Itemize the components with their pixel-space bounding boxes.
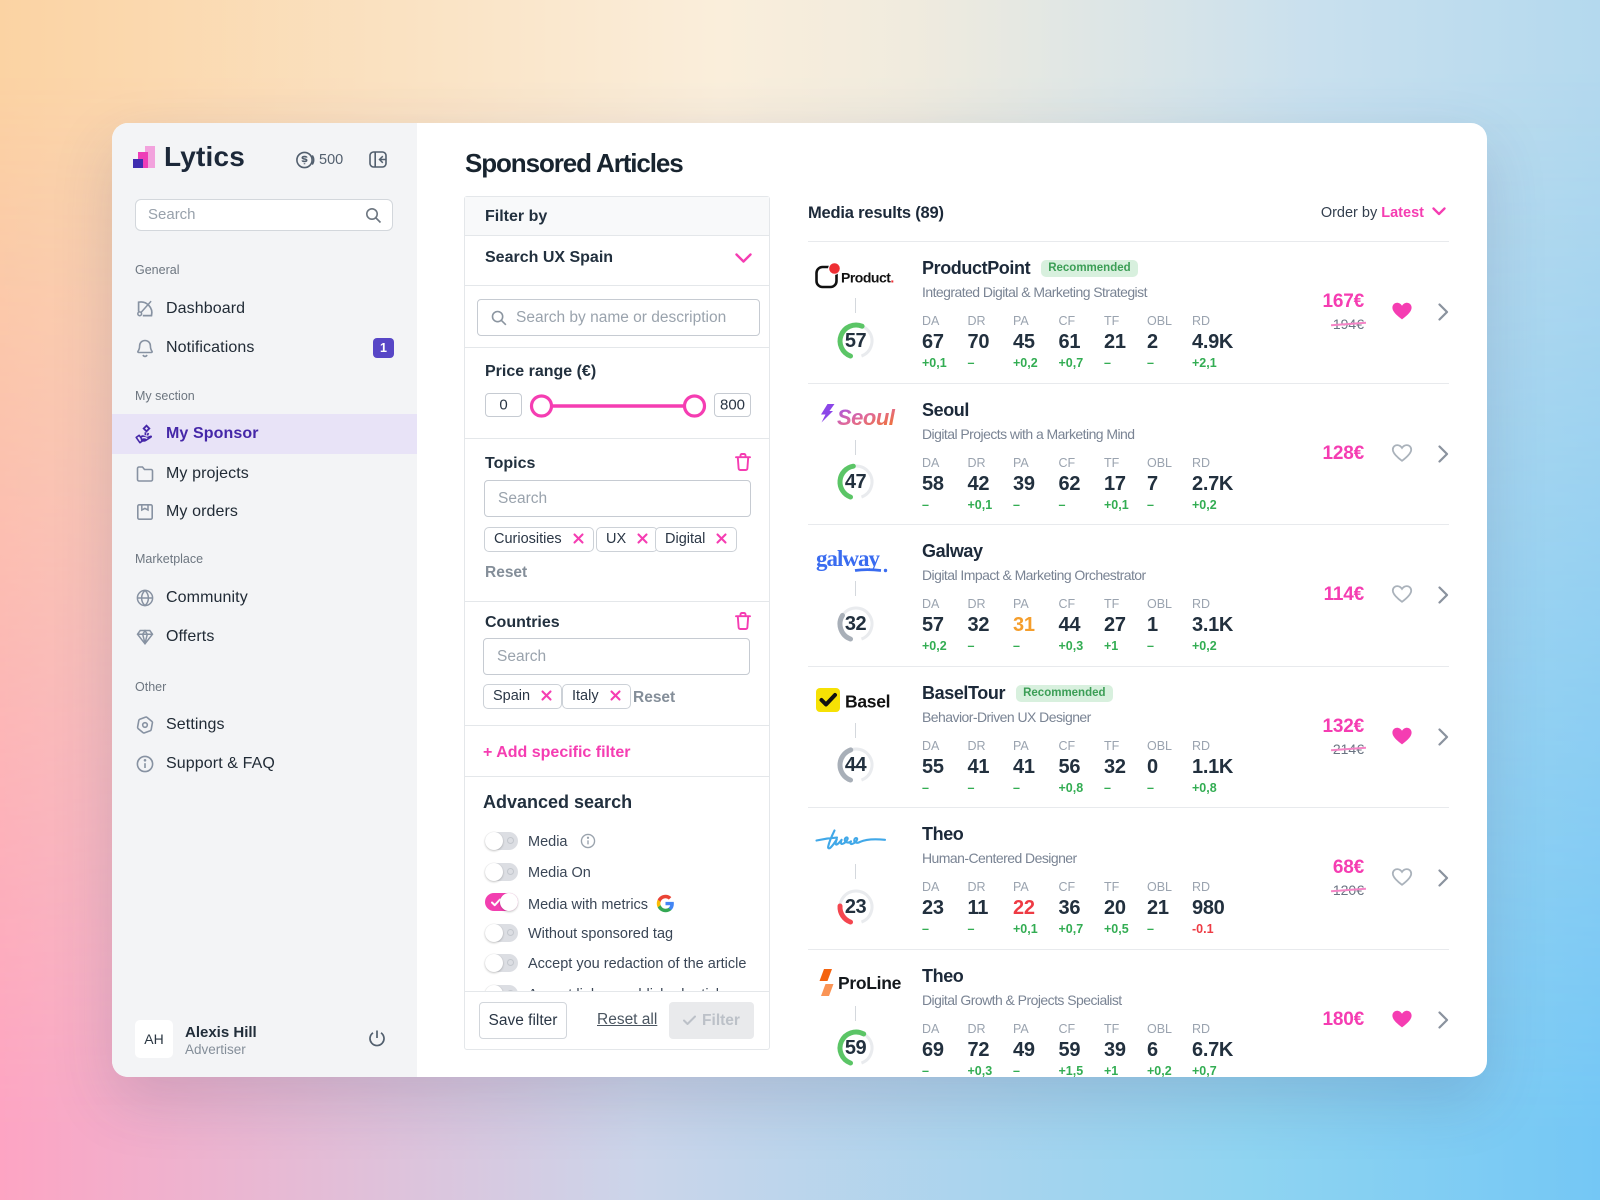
svg-text:Basel: Basel <box>845 691 890 711</box>
svg-text:galway: galway <box>816 546 881 571</box>
svg-text:ProLine: ProLine <box>838 973 901 993</box>
svg-text:Seoul: Seoul <box>837 405 896 430</box>
svg-text:Product.: Product. <box>841 270 894 286</box>
